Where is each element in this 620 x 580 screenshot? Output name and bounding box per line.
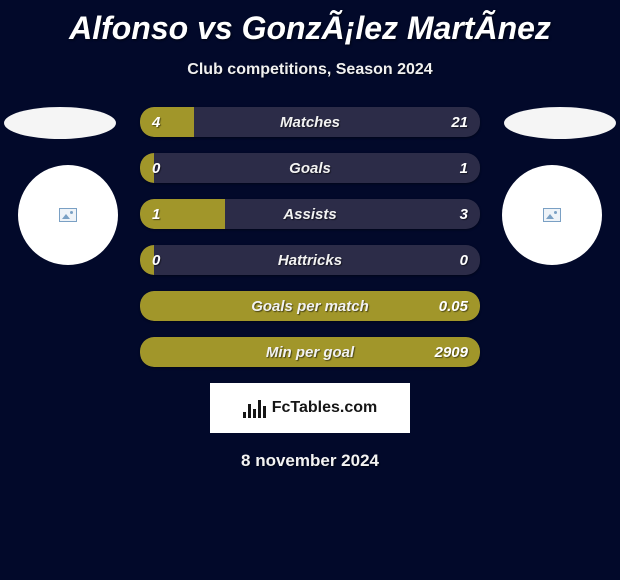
image-placeholder-icon xyxy=(59,208,77,222)
stat-label: Matches xyxy=(140,107,480,137)
brand-badge: FcTables.com xyxy=(210,383,410,433)
stat-right-value: 3 xyxy=(460,199,468,229)
stat-right-value: 0 xyxy=(460,245,468,275)
stat-right-value: 0.05 xyxy=(439,291,468,321)
stat-label: Min per goal xyxy=(140,337,480,367)
image-placeholder-icon xyxy=(543,208,561,222)
stat-right-value: 2909 xyxy=(435,337,468,367)
player-right-avatar xyxy=(502,165,602,265)
stat-row: 0Goals1 xyxy=(140,153,480,183)
stat-label: Assists xyxy=(140,199,480,229)
page-title: Alfonso vs GonzÃ¡lez MartÃ­nez xyxy=(0,0,620,47)
brand-text: FcTables.com xyxy=(272,399,378,417)
subtitle: Club competitions, Season 2024 xyxy=(0,61,620,79)
stat-label: Goals per match xyxy=(140,291,480,321)
stat-row: 4Matches21 xyxy=(140,107,480,137)
brand-bars-icon xyxy=(243,398,266,418)
comparison-area: 4Matches210Goals11Assists30Hattricks0Goa… xyxy=(0,107,620,471)
stat-row: Goals per match0.05 xyxy=(140,291,480,321)
stat-right-value: 21 xyxy=(451,107,468,137)
player-right-ellipse xyxy=(504,107,616,139)
stat-label: Goals xyxy=(140,153,480,183)
stat-label: Hattricks xyxy=(140,245,480,275)
player-left-ellipse xyxy=(4,107,116,139)
stat-row: 1Assists3 xyxy=(140,199,480,229)
stat-row: Min per goal2909 xyxy=(140,337,480,367)
player-left-avatar xyxy=(18,165,118,265)
stat-row: 0Hattricks0 xyxy=(140,245,480,275)
date-label: 8 november 2024 xyxy=(0,451,620,471)
stat-bars: 4Matches210Goals11Assists30Hattricks0Goa… xyxy=(140,107,480,367)
stat-right-value: 1 xyxy=(460,153,468,183)
